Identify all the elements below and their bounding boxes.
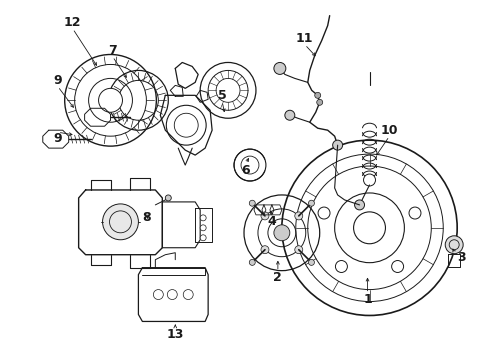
Circle shape [308,200,315,206]
Circle shape [200,225,206,231]
Circle shape [285,110,295,120]
Circle shape [354,212,386,244]
Text: 10: 10 [381,124,398,137]
Circle shape [364,174,375,186]
Circle shape [249,200,255,206]
Circle shape [317,99,323,105]
Text: 9: 9 [53,74,62,87]
Text: 7: 7 [108,44,117,57]
Text: 12: 12 [64,16,81,29]
Circle shape [249,260,255,265]
Circle shape [336,261,347,273]
Circle shape [445,236,463,254]
Circle shape [200,235,206,241]
Circle shape [153,289,163,300]
Circle shape [165,195,172,201]
Circle shape [355,200,365,210]
Circle shape [308,260,315,265]
Text: 8: 8 [142,211,151,224]
Circle shape [98,88,122,112]
Circle shape [392,261,404,273]
Text: 1: 1 [363,293,372,306]
Circle shape [261,246,269,254]
Text: 4: 4 [268,215,276,228]
Text: 2: 2 [273,271,282,284]
Circle shape [295,212,303,220]
Circle shape [274,225,290,241]
Circle shape [295,246,303,254]
Text: 13: 13 [167,328,184,341]
Circle shape [183,289,193,300]
Text: 9: 9 [53,132,62,145]
Circle shape [102,204,138,240]
Circle shape [315,92,321,98]
Text: 5: 5 [218,89,226,102]
Circle shape [274,62,286,75]
Circle shape [318,207,330,219]
Circle shape [409,207,421,219]
Text: 11: 11 [296,32,314,45]
Circle shape [261,212,269,220]
Circle shape [200,215,206,221]
Text: 6: 6 [242,163,250,176]
Text: 3: 3 [457,251,465,264]
Circle shape [333,140,343,150]
Circle shape [167,289,177,300]
